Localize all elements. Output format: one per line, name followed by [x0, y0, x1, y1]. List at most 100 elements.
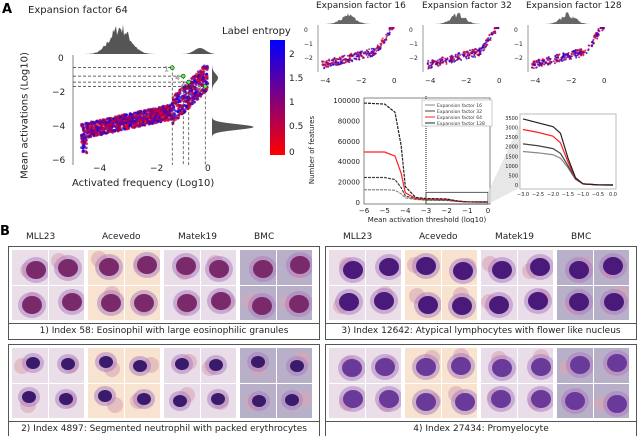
small-scatter-point [465, 51, 467, 53]
line-xtick: −6 [359, 207, 370, 215]
small-scatter-point [532, 67, 535, 70]
cell-example-group: 1) Index 58: Eosinophil with large eosin… [8, 246, 320, 340]
scatter-point [133, 125, 137, 129]
small-scatter-point [459, 57, 462, 60]
scatter-point [202, 70, 206, 73]
small-scatter-point [356, 51, 359, 54]
small-scatter-point [464, 55, 467, 58]
scatter-point [122, 127, 126, 131]
small-scatter-point [475, 51, 478, 54]
small-scatter-point [558, 60, 561, 63]
scatter-point [90, 121, 94, 125]
scatter-point [100, 133, 103, 137]
marker-label: 2 [181, 80, 185, 88]
scatter-point [168, 104, 172, 108]
scatter-point [116, 115, 120, 118]
scatter-point [189, 96, 193, 100]
ytick: −4 [52, 122, 66, 132]
scatter-point [191, 81, 195, 85]
small-scatter-point [350, 55, 353, 58]
small-scatter-point [341, 56, 344, 59]
small-scatter-point [567, 51, 570, 54]
dataset-images [88, 348, 160, 418]
small-scatter-point [564, 53, 567, 56]
scatter-point [98, 129, 102, 133]
small-scatter-point [478, 54, 481, 57]
cell-image [164, 250, 200, 285]
scatter-point [117, 118, 121, 122]
small-scatter-point [574, 54, 577, 57]
small-scatter-point [546, 58, 549, 61]
main-scatter-title: Expansion factor 64 [28, 5, 128, 16]
scatter-point [119, 115, 123, 119]
scatter-point [100, 124, 103, 127]
scatter-point [202, 91, 205, 95]
scatter-point [205, 74, 209, 78]
small-scatter-point [376, 44, 379, 47]
small-scatter-point [468, 49, 471, 52]
scatter-point [89, 135, 93, 139]
scatter-point [104, 124, 108, 128]
scatter-point [178, 92, 182, 95]
small-scatter-point [329, 62, 332, 65]
small-scatter-point [554, 55, 557, 58]
scatter-point [198, 91, 201, 95]
cell-image [124, 285, 160, 320]
colorbar-tick: 2 [289, 50, 295, 60]
scatter-point [96, 120, 100, 124]
small-scatter-point [359, 53, 362, 56]
scatter-point [193, 80, 197, 83]
cell-image [441, 348, 477, 383]
scatter-point [83, 130, 87, 134]
small-scatter-point [558, 58, 561, 61]
scatter-point [152, 112, 156, 116]
small-scatter-point [531, 66, 534, 69]
cell-image [329, 348, 365, 383]
cell-image [405, 285, 441, 320]
small-scatter-point [361, 50, 364, 53]
cell-image [124, 383, 160, 418]
small-scatter-point [543, 63, 546, 66]
small-scatter-point [362, 56, 365, 59]
cell-image [200, 250, 236, 285]
scatter-point [172, 98, 176, 102]
scatter-point [165, 118, 169, 122]
scatter-point [196, 76, 200, 79]
small-scatter-point [428, 66, 431, 69]
cell-image [517, 250, 553, 285]
cell-image [48, 348, 84, 383]
cell-image [329, 250, 365, 285]
small-scatter-point [381, 37, 384, 40]
small-scatter-point [562, 59, 565, 62]
small-scatter-point [362, 51, 365, 54]
small-scatter-point [562, 52, 565, 55]
cell-image [276, 383, 312, 418]
small-xtick: −4 [530, 77, 541, 85]
small-scatter-point [380, 39, 383, 42]
dataset-header: Acevedo [102, 232, 141, 242]
small-scatter-point [553, 62, 556, 65]
scatter-point [151, 107, 155, 111]
cell-image [12, 383, 48, 418]
inset-xtick: −2.0 [547, 192, 559, 198]
small-scatter-point [342, 58, 345, 61]
small-scatter-point [489, 37, 492, 39]
scatter-point [93, 121, 97, 125]
scatter-point [103, 118, 107, 122]
inset-ytick: 3500 [505, 116, 518, 122]
small-scatter-plots: −4 −2 0 0 −1 −2 −4 −2 0 0 −1 −2 −4 −2 0 0 −1 −2 [304, 12, 608, 85]
small-scatter-point [450, 59, 453, 62]
small-scatter-point [591, 40, 594, 43]
scatter-point [86, 129, 90, 133]
scatter-point [193, 77, 196, 81]
scatter-point [206, 82, 210, 86]
dataset-header: BMC [254, 232, 275, 242]
small-scatter-point [577, 53, 580, 56]
small-scatter-point [322, 60, 325, 63]
small-scatter-point [579, 51, 582, 54]
small-scatter-point [564, 54, 567, 57]
small-scatter-point [369, 52, 372, 55]
top-histogram [75, 24, 215, 54]
cell-image [124, 348, 160, 383]
dataset-images [240, 348, 312, 418]
